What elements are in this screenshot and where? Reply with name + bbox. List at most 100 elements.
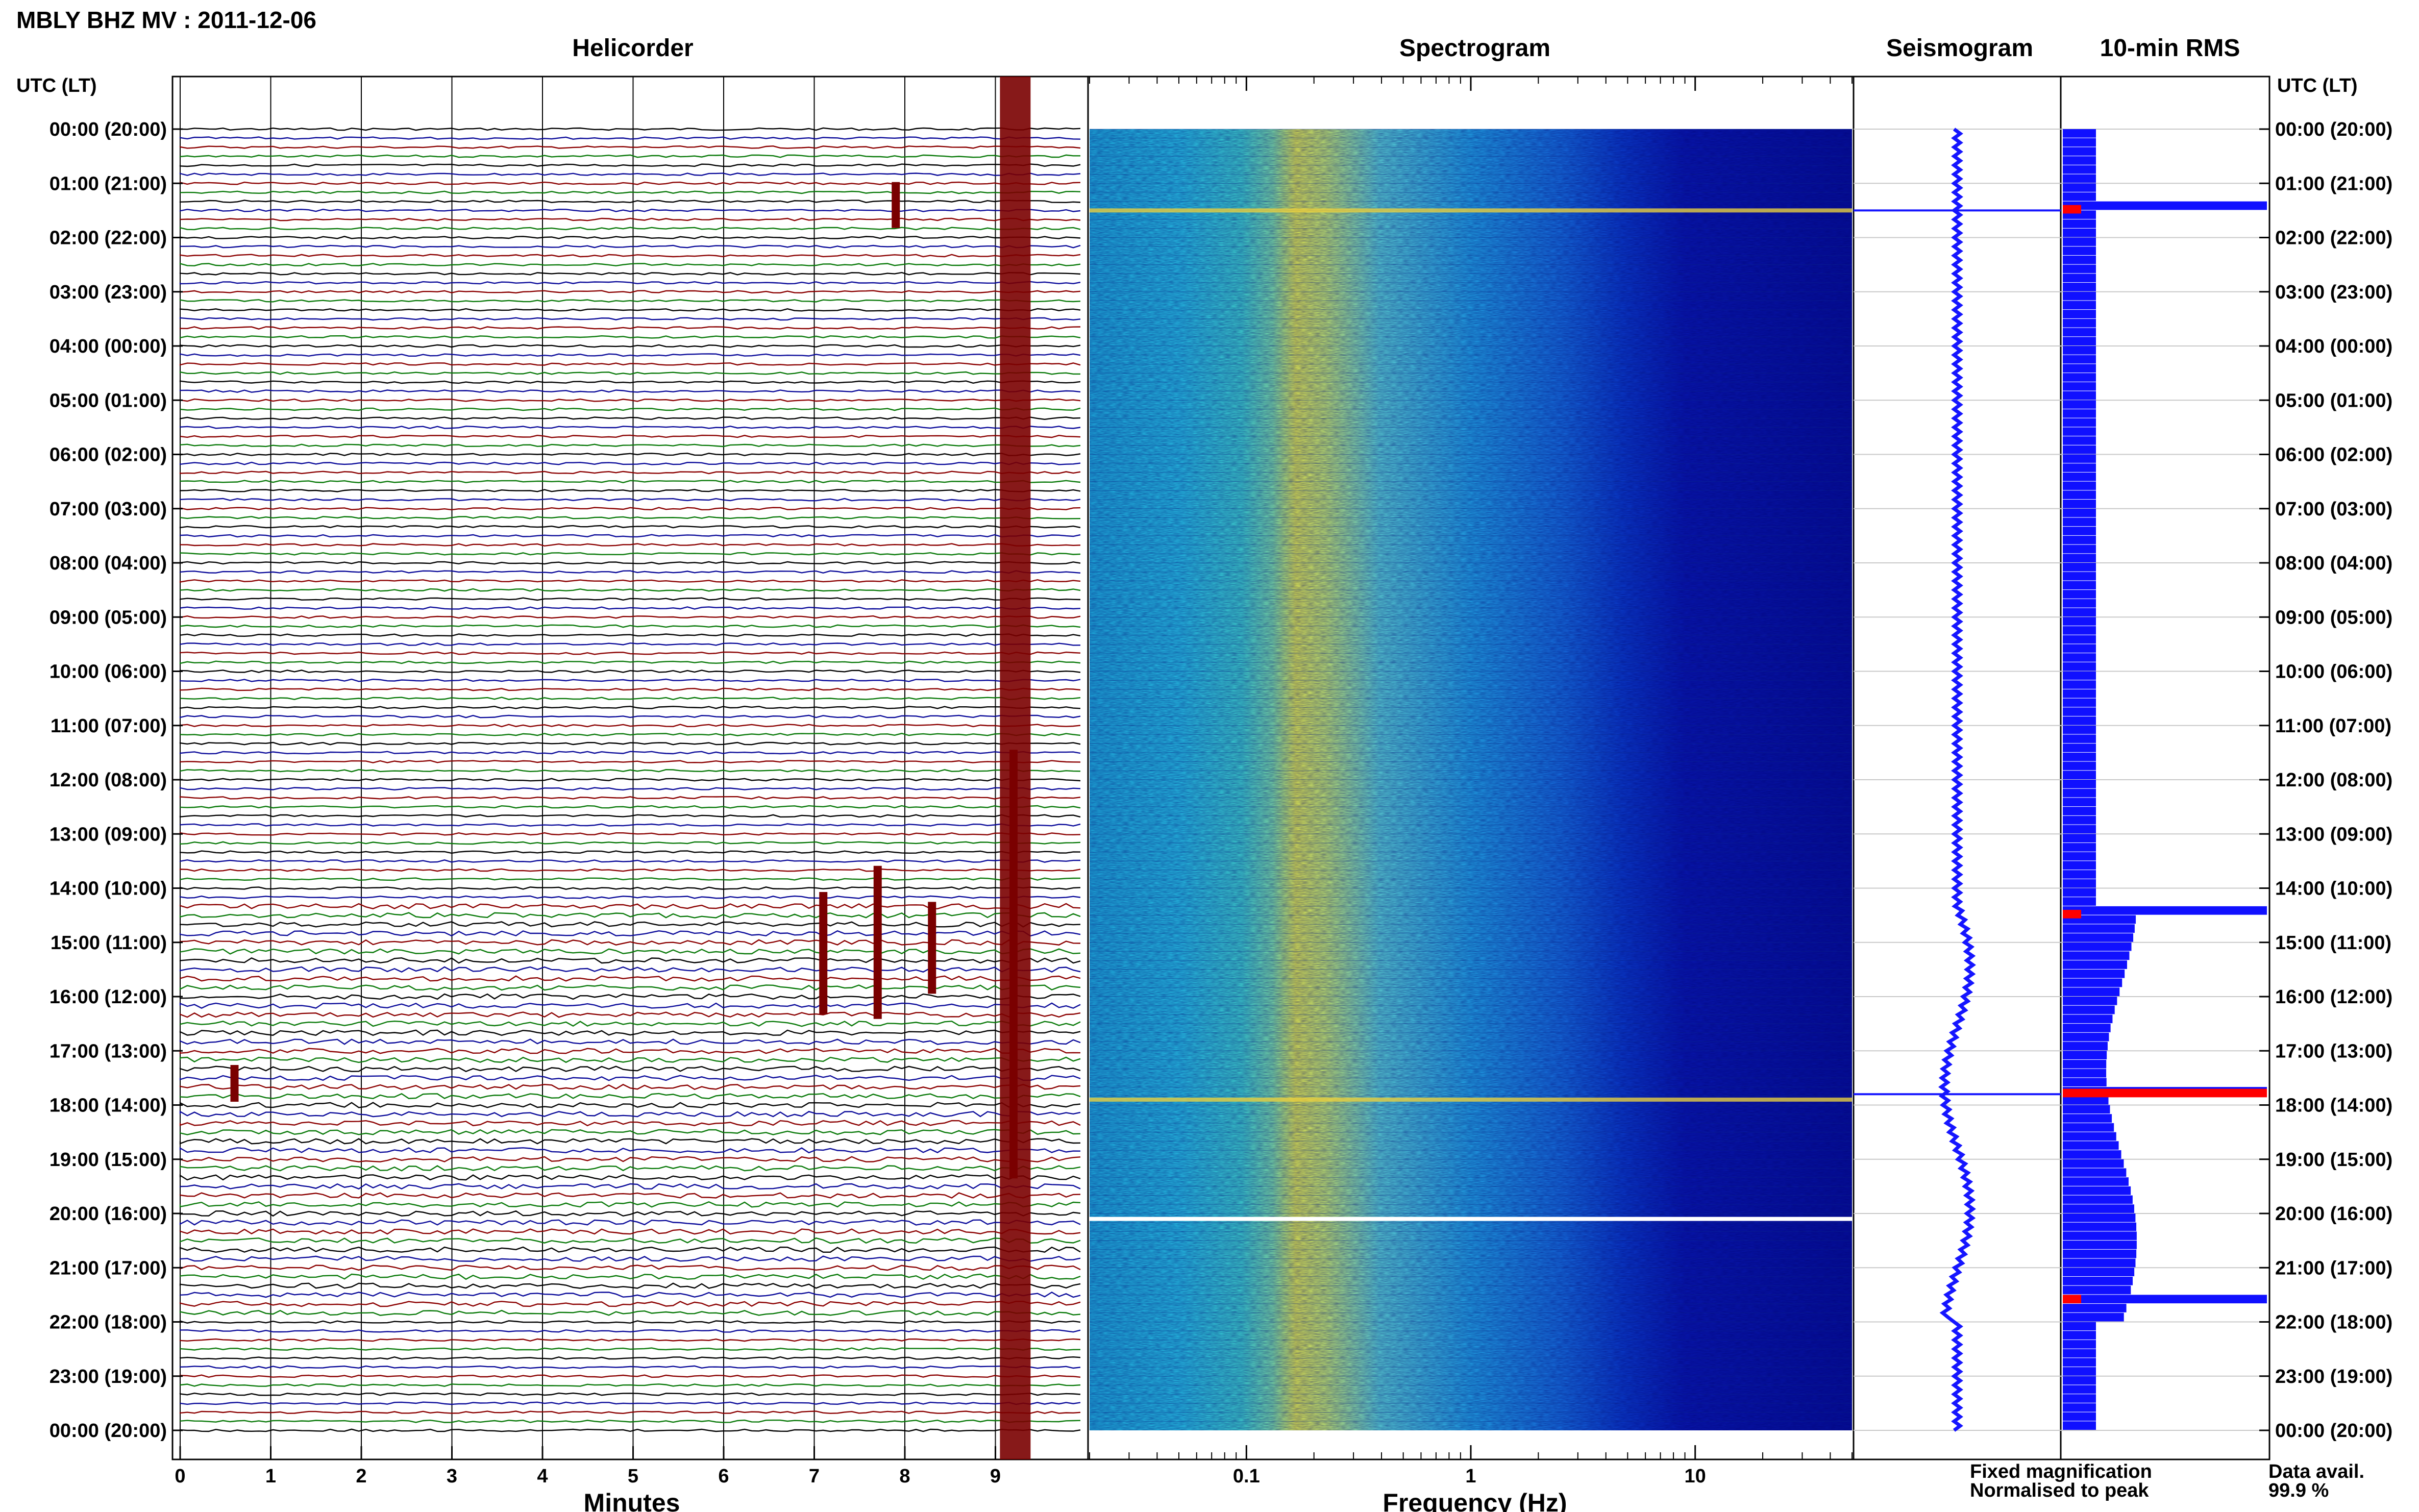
time-tick-label: 20:00 (16:00)	[50, 1203, 167, 1225]
helicorder-trace	[179, 930, 1081, 937]
rms-bar	[2063, 192, 2096, 201]
rms-bar	[2063, 1078, 2107, 1087]
rms-bar	[2063, 1241, 2137, 1249]
helicorder-trace	[179, 1183, 1081, 1190]
helicorder-trace	[179, 670, 1081, 673]
seismogram-line	[1938, 128, 1976, 1432]
helicorder-trace	[179, 1383, 1081, 1387]
rms-bar	[2063, 689, 2096, 698]
time-tick-label: 20:00 (16:00)	[2275, 1203, 2392, 1225]
rms-bar	[2063, 1159, 2124, 1168]
helicorder-trace	[179, 281, 1081, 285]
rms-bar	[2063, 879, 2096, 888]
helicorder-trace	[179, 705, 1081, 709]
helicorder-trace	[179, 1265, 1081, 1271]
helicorder-trace	[179, 227, 1081, 231]
helicorder-trace	[179, 1120, 1081, 1127]
helicorder-trace	[179, 957, 1081, 964]
rms-bar	[2063, 445, 2096, 454]
helicorder-x-tick-label: 5	[628, 1466, 638, 1487]
rms-bar	[2063, 888, 2096, 897]
rms-bar	[2063, 644, 2096, 653]
rms-bar	[2063, 1304, 2127, 1312]
rms-bar	[2063, 1168, 2127, 1177]
helicorder-trace	[179, 561, 1081, 565]
helicorder-trace	[179, 290, 1081, 294]
rms-bar	[2063, 743, 2096, 752]
helicorder-trace	[179, 1048, 1081, 1054]
helicorder-traces	[179, 127, 1081, 1432]
time-tick-label: 01:00 (21:00)	[2275, 173, 2392, 194]
rms-bar	[2063, 1096, 2109, 1105]
rms-normalised-mark	[2063, 1295, 2081, 1304]
rms-bar	[2063, 1421, 2096, 1430]
time-tick-label: 05:00 (01:00)	[50, 390, 167, 411]
helicorder-trace	[179, 733, 1081, 736]
helicorder-event	[230, 1065, 239, 1102]
helicorder-trace	[179, 841, 1081, 845]
left-axis-label: UTC (LT)	[16, 75, 97, 96]
helicorder-gridlines	[180, 77, 996, 1459]
rms-bar	[2063, 310, 2096, 318]
rms-bar	[2063, 933, 2134, 942]
rms-bar	[2063, 1276, 2133, 1285]
rms-bar	[2063, 1385, 2096, 1394]
helicorder-trace	[179, 660, 1081, 664]
rms-bar	[2063, 1051, 2107, 1059]
helicorder-trace	[179, 1011, 1081, 1018]
time-tick-label: 19:00 (15:00)	[50, 1149, 167, 1171]
helicorder-trace	[179, 1192, 1081, 1199]
helicorder-trace	[179, 1356, 1081, 1360]
time-tick-label: 03:00 (23:00)	[50, 282, 167, 303]
helicorder-trace	[179, 597, 1081, 601]
helicorder-trace	[179, 751, 1081, 755]
helicorder-trace	[180, 434, 1081, 438]
helicorder-trace	[179, 868, 1081, 872]
helicorder-trace	[179, 912, 1081, 919]
helicorder-trace	[179, 1309, 1081, 1316]
helicorder-trace	[179, 371, 1080, 375]
helicorder-x-tick-label: 6	[718, 1466, 729, 1487]
helicorder-trace	[179, 1255, 1081, 1262]
helicorder-x-tick-label: 0	[175, 1466, 185, 1487]
helicorder-trace	[179, 1428, 1081, 1432]
helicorder-trace	[179, 984, 1081, 991]
helicorder-trace	[179, 741, 1081, 746]
rms-bar	[2063, 364, 2096, 373]
helicorder-event	[819, 892, 828, 1014]
data-availability-value: 99.9 %	[2268, 1480, 2329, 1501]
spectrogram-gap	[1090, 1217, 1852, 1221]
rms-bar	[2063, 1114, 2112, 1123]
rms-bar	[2063, 472, 2096, 481]
data-availability-label: Data avail.	[2268, 1461, 2364, 1482]
rms-bar	[2063, 761, 2096, 771]
time-tick-label: 12:00 (08:00)	[2275, 770, 2392, 791]
helicorder-x-tick-label: 2	[356, 1466, 366, 1487]
rms-bar	[2063, 535, 2096, 544]
rms-bar	[2063, 1412, 2096, 1421]
helicorder-trace	[179, 507, 1081, 511]
time-tick-label: 06:00 (02:00)	[2275, 444, 2392, 466]
rms-bar	[2063, 1123, 2114, 1132]
helicorder-trace	[179, 263, 1081, 267]
rms-bars	[2061, 129, 2269, 1431]
helicorder-trace	[179, 470, 1081, 475]
helicorder-trace	[179, 877, 1081, 881]
helicorder-trace	[179, 308, 1081, 312]
helicorder-trace	[179, 993, 1081, 1000]
time-tick-label: 07:00 (03:00)	[50, 499, 167, 520]
spectrogram-heatmap	[1090, 129, 1852, 1430]
time-tick-label: 21:00 (17:00)	[50, 1257, 167, 1279]
helicorder-trace	[179, 200, 1081, 204]
rms-bar	[2063, 400, 2096, 409]
helicorder-trace	[179, 1282, 1081, 1289]
helicorder-trace	[179, 1075, 1081, 1081]
helicorder-trace	[180, 633, 1081, 637]
helicorder-trace	[179, 1291, 1081, 1298]
helicorder-trace	[179, 1320, 1081, 1324]
rms-bar	[2063, 1132, 2116, 1141]
rms-bar	[2063, 771, 2096, 779]
helicorder-trace	[179, 1219, 1081, 1226]
time-tick-label: 17:00 (13:00)	[50, 1040, 167, 1062]
rms-bar	[2063, 906, 2267, 915]
